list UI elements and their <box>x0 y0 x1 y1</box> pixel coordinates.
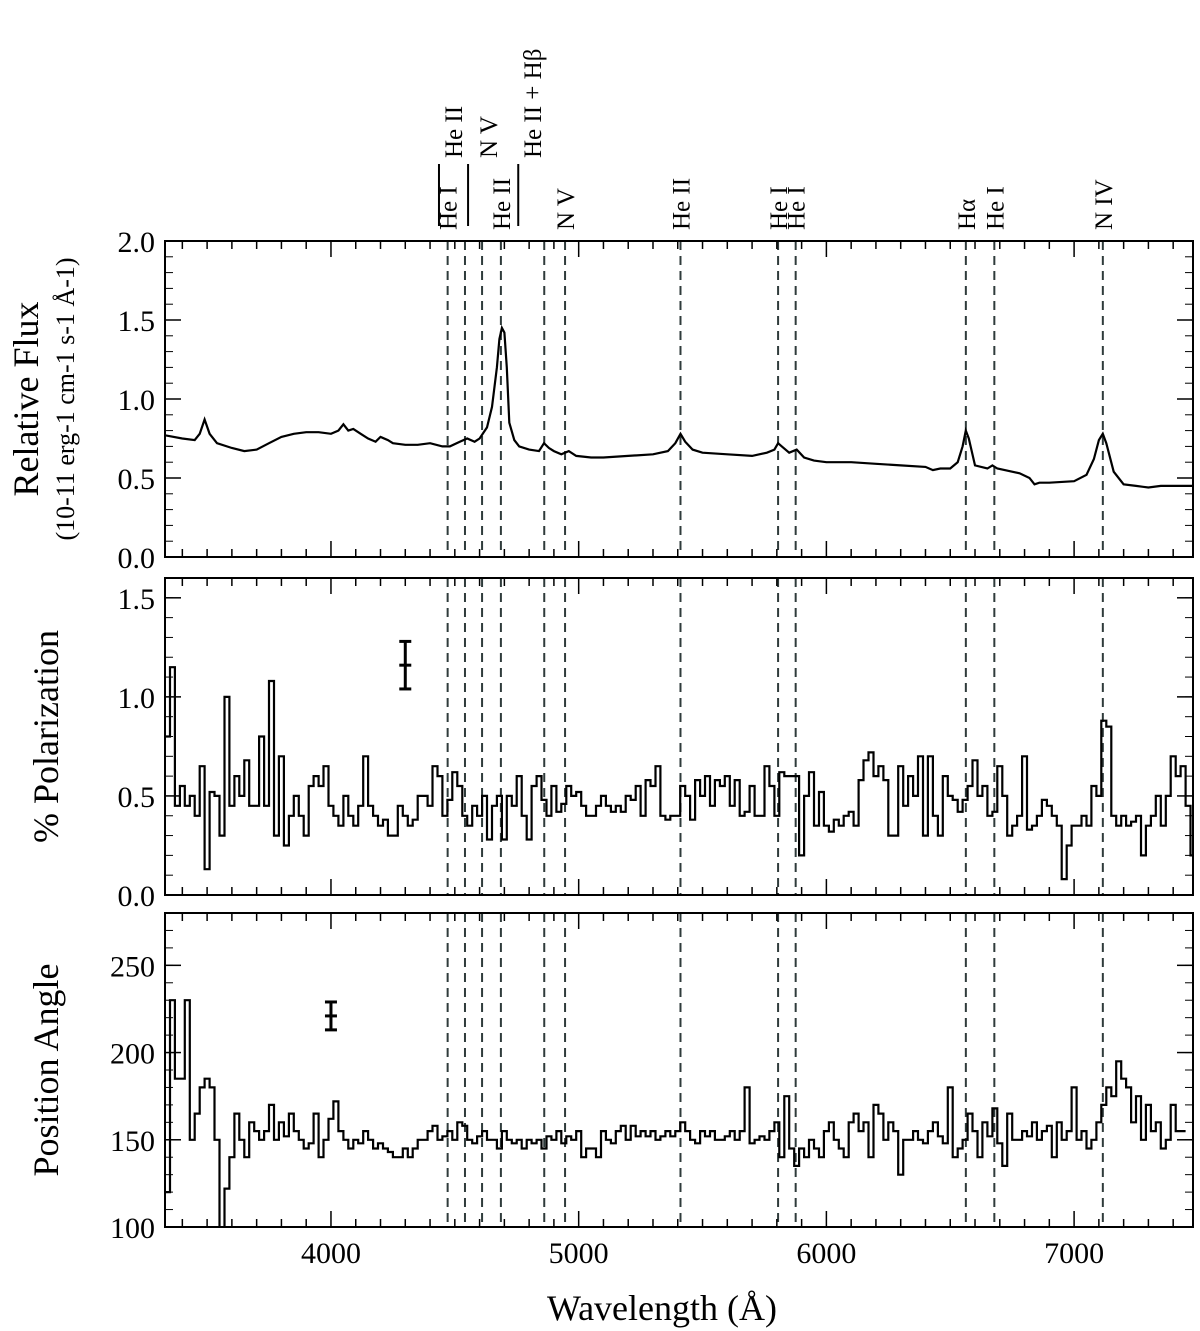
spectral-line-markers <box>446 241 1104 1227</box>
y-tick-label: 200 <box>110 1038 155 1071</box>
spectral-line-label: N V <box>553 188 580 230</box>
y-tick-label: 2.0 <box>118 226 156 259</box>
error-bar <box>399 639 412 691</box>
y-tick-label: 0.5 <box>118 463 156 496</box>
y-axis-unit: (10-11 erg-1 cm-1 s-1 Å-1) <box>51 257 80 540</box>
y-tick-label: 1.5 <box>118 583 156 616</box>
spectral-line-label: He II <box>441 106 468 158</box>
data-series-line <box>165 324 1193 489</box>
y-tick-label: 1.0 <box>118 682 156 715</box>
spectral-line-label: N IV <box>1091 179 1118 230</box>
spectral-line-label: Hα <box>954 199 981 230</box>
panel-frame <box>164 577 1194 896</box>
y-tick-label: 1.5 <box>118 305 156 338</box>
x-axis-title: Wavelength (Å) <box>547 1288 777 1328</box>
y-tick-label: 0.0 <box>118 542 156 575</box>
data-series-line <box>165 999 1186 1227</box>
spectral-line-label: He I <box>436 186 463 230</box>
y-tick-label: 250 <box>110 950 155 983</box>
spectral-line-label: He II <box>668 178 695 230</box>
chart-panels: 0.0 0.5 1.0 1.5 2.0 Relative Flux (10-11 erg-1… <box>6 226 1194 1270</box>
spectral-line-label: He I <box>982 186 1009 230</box>
panel-3: 100 150 200 250 Position Angle 4000 5000 6000 70… <box>26 912 1194 1270</box>
y-tick-label: 150 <box>110 1125 155 1158</box>
x-tick-label: 5000 <box>549 1237 609 1270</box>
y-axis-title: Relative Flux <box>6 302 46 497</box>
x-tick-label: 7000 <box>1044 1237 1104 1270</box>
spectral-line-label: N V <box>476 116 503 158</box>
y-tick-label: 0.5 <box>118 781 156 814</box>
data-series-line <box>165 666 1193 881</box>
x-tick-label: 4000 <box>301 1237 361 1270</box>
y-tick-label: 0.0 <box>118 880 156 913</box>
y-tick-label: 100 <box>110 1212 155 1245</box>
spectral-line-label: He I <box>766 186 793 230</box>
spectral-line-label: He II <box>489 178 516 230</box>
panel-1: 0.0 0.5 1.0 1.5 2.0 Relative Flux (10-11 erg-1… <box>6 226 1194 575</box>
y-axis-title: % Polarization <box>26 630 66 843</box>
spectral-line-label: He I <box>784 186 811 230</box>
panel-frame <box>164 240 1194 558</box>
x-tick-label: 6000 <box>796 1237 856 1270</box>
y-axis-title: Position Angle <box>26 963 66 1176</box>
error-bar <box>324 1000 337 1032</box>
panel-2: 0.0 0.5 1.0 1.5 % Polarization <box>26 577 1194 913</box>
spectral-line-label: He II + Hβ <box>520 49 547 158</box>
panel-frame <box>164 912 1194 1228</box>
y-tick-label: 1.0 <box>118 384 156 417</box>
